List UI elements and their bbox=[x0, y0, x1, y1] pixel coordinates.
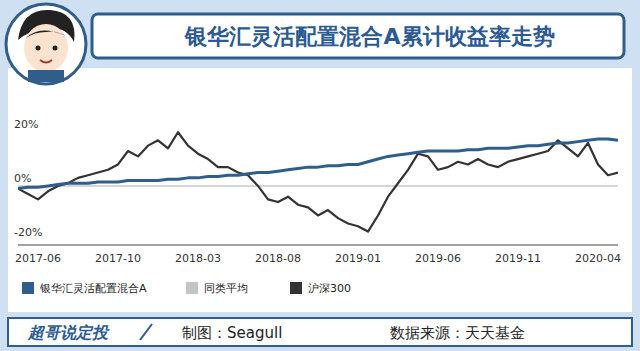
avatar-face bbox=[24, 24, 68, 72]
title-box bbox=[92, 14, 624, 58]
x-tick-label: 2019-11 bbox=[495, 252, 541, 265]
x-tick-label: 2017-10 bbox=[95, 252, 141, 265]
avatar-body bbox=[28, 70, 64, 82]
y-tick-label: 20% bbox=[14, 118, 38, 131]
y-tick-label: -20% bbox=[14, 226, 42, 239]
page: 银华汇灵活配置混合A累计收益率走势 20% 0% -20% 2017-06 2017-10… bbox=[0, 0, 640, 351]
title: 银华汇灵活配置混合A累计收益率走势 bbox=[184, 24, 554, 49]
x-tick-label: 2020-04 bbox=[575, 252, 621, 265]
y-tick-label: 0% bbox=[14, 172, 31, 185]
series-line bbox=[18, 139, 618, 189]
footer-credit: 制图：Seagull bbox=[182, 324, 282, 342]
plot-lines bbox=[18, 132, 618, 231]
avatar-mouth bbox=[40, 60, 52, 63]
footer-box bbox=[8, 318, 632, 346]
series-line bbox=[18, 132, 618, 231]
legend-swatch bbox=[186, 282, 198, 294]
x-tick-label: 2019-01 bbox=[335, 252, 381, 265]
x-tick-label: 2018-03 bbox=[175, 252, 221, 265]
legend-swatch bbox=[22, 282, 34, 294]
x-axis-line bbox=[18, 244, 618, 245]
avatar-circle bbox=[6, 4, 86, 84]
chart-card bbox=[8, 68, 632, 312]
zero-line bbox=[18, 185, 618, 187]
avatar-fringe bbox=[26, 30, 66, 38]
avatar bbox=[6, 4, 86, 84]
footer-divider bbox=[140, 324, 152, 340]
x-tick-label: 2018-08 bbox=[255, 252, 301, 265]
avatar-eye bbox=[36, 46, 41, 51]
avatar-eye bbox=[53, 46, 58, 51]
legend-swatch bbox=[290, 282, 302, 294]
background bbox=[0, 0, 640, 351]
x-tick-label: 2019-06 bbox=[415, 252, 461, 265]
legend-label: 同类平均 bbox=[204, 282, 248, 295]
x-tick-label: 2017-06 bbox=[15, 252, 61, 265]
legend-label: 银华汇灵活配置混合A bbox=[39, 282, 147, 295]
legend-label: 沪深300 bbox=[308, 282, 351, 295]
footer-source: 数据来源：天天基金 bbox=[390, 324, 525, 342]
footer-brand: 超哥说定投 bbox=[27, 323, 110, 342]
